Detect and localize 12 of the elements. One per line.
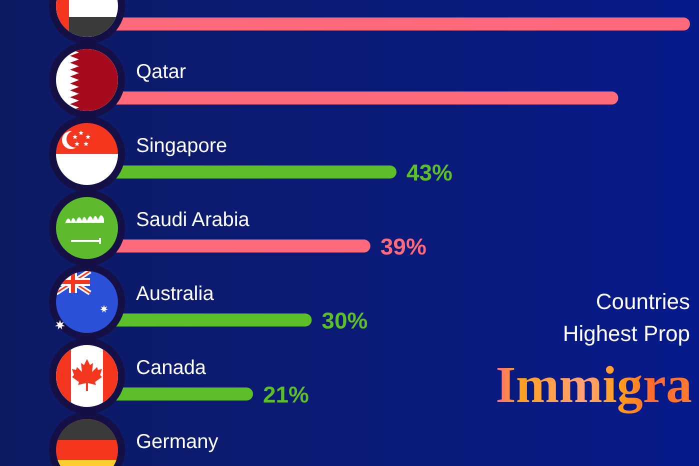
y-tick-label: Canada — [136, 357, 207, 379]
data-label: 39% — [380, 234, 426, 260]
text: Immigra — [496, 357, 692, 414]
data-label: 43% — [406, 160, 453, 186]
text: Countries Highest Prop — [562, 289, 690, 346]
y-tick-label: Saudi Arabia — [136, 209, 250, 231]
data-label: 21% — [262, 382, 310, 408]
data-label: 30% — [322, 308, 368, 334]
y-tick-label: Australia — [136, 283, 215, 305]
y-tick-label: Singapore — [136, 135, 228, 157]
y-tick-label: Qatar — [136, 61, 186, 83]
y-tick-label: Germany — [136, 431, 218, 453]
